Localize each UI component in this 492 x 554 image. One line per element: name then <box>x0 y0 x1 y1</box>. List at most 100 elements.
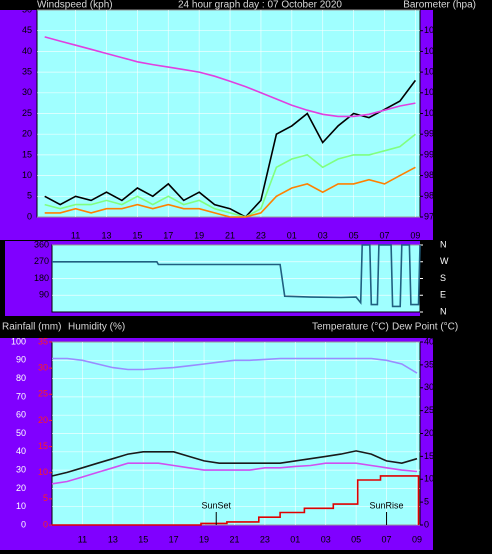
line-series <box>44 166 416 218</box>
line-series <box>52 244 421 308</box>
y-tick-label: 60 <box>16 410 26 420</box>
y3-tick-label: 25 <box>38 389 48 399</box>
y-tick-label: 25 <box>22 108 32 118</box>
y-axis-label: Windspeed (kph) <box>37 0 113 11</box>
y-tick-label: 20 <box>22 129 32 139</box>
line-series <box>51 450 418 477</box>
y-tick-label: 20 <box>16 483 26 493</box>
x-tick-label: 19 <box>199 534 209 544</box>
y3-tick-label: 15 <box>38 441 48 451</box>
y3-tick-label: 20 <box>38 415 48 425</box>
y-tick-label: 80 <box>16 373 26 383</box>
x-tick-label: 21 <box>225 230 235 240</box>
x-tick-label: 21 <box>229 534 239 544</box>
y-tick-label: 0 <box>21 519 26 529</box>
y3-tick-label: 30 <box>38 363 48 373</box>
x-tick-label: 23 <box>260 534 270 544</box>
y2-tick-label: 5 <box>424 497 429 507</box>
y-tick-label: 35 <box>22 66 32 76</box>
x-tick-label: 23 <box>256 230 266 240</box>
y-tick-label: 40 <box>16 446 26 456</box>
y-tick-label: 270 <box>34 256 49 266</box>
line-series <box>44 36 416 118</box>
y2-tick-label: 995 <box>424 129 439 139</box>
y2-tick-label: 10 <box>424 474 434 484</box>
x-tick-label: 09 <box>412 534 422 544</box>
x-tick-label: 11 <box>78 534 87 544</box>
y2-tick-label: 990 <box>424 149 439 159</box>
x-tick-label: 15 <box>132 230 142 240</box>
x-tick-label: 03 <box>318 230 328 240</box>
y2-tick-label: 35 <box>424 359 434 369</box>
y-tick-label: 40 <box>22 46 32 56</box>
x-tick-label: 15 <box>138 534 148 544</box>
line-series <box>44 133 416 218</box>
y3-tick-label: 5 <box>43 493 48 503</box>
y2-tick-label: 1005 <box>424 87 444 97</box>
y2-tick-label: 0 <box>424 519 429 529</box>
x-tick-label: 07 <box>379 230 389 240</box>
y2-tick-label: N <box>440 306 447 316</box>
line-series <box>51 462 418 485</box>
x-tick-label: 07 <box>382 534 392 544</box>
y3-tick-label: 0 <box>43 519 48 529</box>
y-tick-label: 10 <box>22 170 32 180</box>
y-tick-label: 10 <box>16 501 26 511</box>
y2-tick-label: 980 <box>424 191 439 201</box>
annotation: SunSet <box>201 500 231 510</box>
x-tick-label: 05 <box>349 230 359 240</box>
y-tick-label: 360 <box>34 239 49 249</box>
y-tick-label: 0 <box>27 211 32 221</box>
y-tick-label: 15 <box>22 149 32 159</box>
y2-tick-label: 1010 <box>424 66 444 76</box>
y2-tick-label: W <box>440 256 449 266</box>
y-tick-label: 45 <box>22 25 32 35</box>
y2-tick-label: 1000 <box>424 108 444 118</box>
line-series <box>52 475 420 526</box>
y-tick-label: 50 <box>22 4 32 14</box>
x-tick-label: 01 <box>290 534 300 544</box>
x-tick-label: 19 <box>194 230 204 240</box>
y3-axis-label: Rainfall (mm) <box>2 322 61 333</box>
x-tick-label: 17 <box>163 230 173 240</box>
y-axis-label: Humidity (%) <box>68 322 125 333</box>
y2-tick-label: S <box>440 273 446 283</box>
y-tick-label: 70 <box>16 391 26 401</box>
y-tick-label: 50 <box>16 428 26 438</box>
y2-tick-label: 15 <box>424 451 434 461</box>
y2-tick-label: 30 <box>424 382 434 392</box>
y-tick-label: 100 <box>11 336 26 346</box>
y2-tick-label: 1020 <box>424 25 444 35</box>
y2-axis-label: Dew Point (°C) <box>392 322 458 333</box>
y2-tick-label: 985 <box>424 170 439 180</box>
y-tick-label: 180 <box>34 273 49 283</box>
x-tick-label: 17 <box>169 534 179 544</box>
x-tick-label: 11 <box>71 230 80 240</box>
y3-tick-label: 10 <box>38 467 48 477</box>
x-tick-label: 09 <box>410 230 420 240</box>
y2-tick-label: 25 <box>424 405 434 415</box>
y2-axis-label: Barometer (hpa) <box>403 0 476 11</box>
x-tick-label: 03 <box>321 534 331 544</box>
x-tick-label: 13 <box>101 230 111 240</box>
y-tick-label: 90 <box>39 290 49 300</box>
y-tick-label: 90 <box>16 355 26 365</box>
y-tick-label: 5 <box>27 191 32 201</box>
y3-tick-label: 35 <box>38 336 48 346</box>
y2-tick-label: 40 <box>424 336 434 346</box>
y2-tick-label: 975 <box>424 211 439 221</box>
x-tick-label: 01 <box>287 230 297 240</box>
y2-tick-label: 20 <box>424 428 434 438</box>
y2-tick-label: 1015 <box>424 46 444 56</box>
line-series <box>52 357 418 374</box>
x-tick-label: 13 <box>108 534 118 544</box>
chart-title: 24 hour graph day : 07 October 2020 <box>178 0 342 11</box>
y-tick-label: 30 <box>16 464 26 474</box>
y-tick-label: 30 <box>22 87 32 97</box>
y2-tick-label: E <box>440 290 446 300</box>
x-tick-label: 05 <box>351 534 361 544</box>
annotation: SunRise <box>370 500 404 510</box>
line-series <box>44 79 417 218</box>
